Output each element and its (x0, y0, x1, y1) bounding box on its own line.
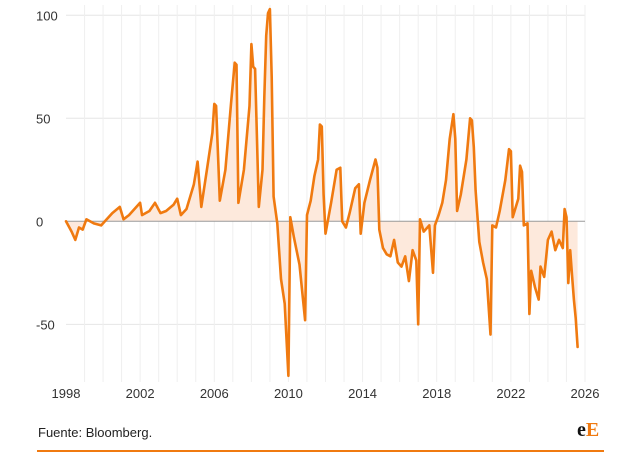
brand-logo: eE (577, 420, 599, 440)
line-area-chart: 100 50 0 -50 1998 2002 2006 2010 2014 2018 2022 20… (36, 5, 600, 400)
x-tick-label: 2010 (274, 386, 303, 400)
source-note: Fuente: Bloomberg. (38, 425, 153, 440)
y-axis: 100 50 0 -50 (36, 8, 58, 332)
logo-letter-e: e (577, 419, 586, 441)
x-tick-label: 2022 (496, 386, 525, 400)
y-tick-label: 100 (36, 8, 58, 23)
footer-rule (37, 450, 604, 452)
y-tick-label: -50 (36, 317, 55, 332)
series-line-group (64, 7, 579, 378)
x-tick-label: 2026 (571, 386, 600, 400)
area-fill (66, 9, 578, 376)
x-axis: 1998 2002 2006 2010 2014 2018 2022 2026 (52, 386, 600, 400)
x-tick-label: 2018 (422, 386, 451, 400)
x-tick-label: 1998 (52, 386, 81, 400)
series-area (66, 9, 578, 376)
x-tick-label: 2014 (348, 386, 377, 400)
y-tick-label: 0 (36, 214, 43, 229)
x-tick-label: 2002 (126, 386, 155, 400)
series-line (64, 7, 579, 378)
logo-letter-E: E (585, 419, 600, 441)
y-tick-label: 50 (36, 111, 50, 126)
x-tick-label: 2006 (200, 386, 229, 400)
